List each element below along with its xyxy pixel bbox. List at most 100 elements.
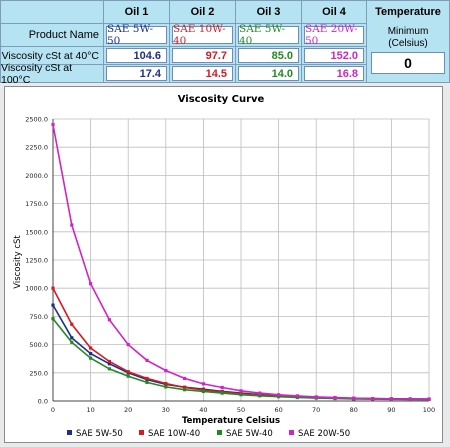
- series-4-point: [126, 343, 130, 347]
- series-4-point: [183, 376, 187, 381]
- series-2-point: [51, 286, 55, 290]
- series-4-point: [89, 282, 93, 286]
- series-4-point: [51, 123, 55, 127]
- oil-4-product-field[interactable]: SAE 20W-50: [304, 23, 364, 47]
- series-2-point: [145, 376, 149, 381]
- y-tick-label: 2250.0: [25, 144, 48, 152]
- oil-3-viscosity-40: 85.0: [238, 48, 299, 63]
- y-tick-label: 1250.0: [25, 257, 48, 265]
- legend-label-1: SAE 5W-50: [76, 429, 123, 439]
- y-tick-label: 0.0: [38, 398, 48, 406]
- legend-label-2: SAE 10W-40: [148, 429, 200, 439]
- viscosity-chart-panel: Viscosity Curve 0 10 20 30 40 50 60 70 80 90 100 0.…: [4, 86, 443, 443]
- series-3-point: [164, 385, 168, 389]
- oil-1-viscosity-40: 104.6: [106, 48, 167, 63]
- series-1-point: [70, 336, 74, 340]
- series-4-point: [201, 382, 205, 386]
- oil-2-product-field[interactable]: SAE 10W-40: [172, 23, 233, 47]
- y-tick-label: 750.0: [29, 313, 48, 321]
- y-tick-label: 2500.0: [25, 116, 48, 124]
- x-tick-label: 100: [423, 406, 435, 414]
- temperature-sub-2: (Celsius): [388, 38, 428, 49]
- oil-properties-table: Oil 1 Oil 2 Oil 3 Oil 4 Product Name SAE…: [0, 0, 450, 86]
- chart-grid: [52, 118, 430, 402]
- series-1-point: [89, 352, 93, 356]
- oil-1-product-field[interactable]: SAE 5W-50: [106, 23, 167, 47]
- x-tick-label: 10: [86, 406, 94, 414]
- series-3-point: [183, 388, 187, 392]
- series-4-point: [314, 395, 318, 399]
- x-tick-label: 50: [237, 406, 245, 414]
- series-4-point: [70, 223, 74, 227]
- series-1-point: [107, 362, 111, 366]
- series-3-point: [258, 394, 262, 398]
- y-axis-label: Viscosity cSt: [13, 235, 23, 289]
- legend-swatch-3: [217, 430, 222, 435]
- oil-4-header: Oil 4: [301, 0, 367, 24]
- y-tick-label: 1000.0: [25, 285, 48, 293]
- series-3-point: [89, 356, 93, 360]
- x-tick-label: 30: [162, 406, 170, 414]
- legend-label-3: SAE 5W-40: [226, 429, 273, 439]
- y-tick-label: 1750.0: [25, 200, 48, 208]
- product-name-label: Product Name: [0, 23, 104, 47]
- oil-4-viscosity-40: 152.0: [304, 48, 364, 63]
- viscosity-40-label: Viscosity cSt at 40°C: [0, 46, 104, 65]
- series-1-point: [51, 303, 55, 307]
- oil-2-viscosity-40: 97.7: [172, 48, 233, 63]
- series-3-point: [239, 393, 243, 397]
- series-2-point: [164, 381, 168, 386]
- series-2-point: [126, 370, 130, 374]
- chart-legend: SAE 5W-50 SAE 10W-40 SAE 5W-40 SAE 20W-50: [67, 429, 350, 439]
- x-tick-label: 60: [274, 406, 282, 414]
- series-2-point: [107, 359, 111, 364]
- oil-3-product-field[interactable]: SAE 5W-40: [238, 23, 299, 47]
- temperature-title: Temperature: [375, 6, 441, 18]
- series-4-point: [107, 318, 111, 322]
- series-4-point: [333, 396, 337, 400]
- legend-swatch-1: [67, 430, 72, 435]
- series-2-point: [89, 346, 93, 350]
- series-3-point: [145, 380, 149, 384]
- series-4-point: [371, 396, 375, 401]
- oil-2-viscosity-100: 14.5: [172, 66, 233, 81]
- x-tick-label: 80: [350, 406, 358, 414]
- x-tick-label: 90: [387, 406, 395, 414]
- minimum-temperature-input[interactable]: 0: [371, 52, 445, 74]
- oil-2-header: Oil 2: [169, 0, 236, 24]
- x-tick-label: 20: [124, 406, 132, 414]
- series-3-point: [51, 317, 55, 321]
- series-3-point: [220, 391, 224, 395]
- series-4-point: [164, 368, 168, 373]
- chart-series: [51, 123, 431, 402]
- x-tick-label: 40: [199, 406, 207, 414]
- series-4-point: [220, 385, 224, 390]
- oil-1-viscosity-100: 17.4: [106, 66, 167, 81]
- y-tick-label: 250.0: [29, 369, 48, 377]
- legend-swatch-4: [289, 430, 294, 435]
- series-4-point: [239, 389, 243, 393]
- chart-axes: 0 10 20 30 40 50 60 70 80 90 1000.0250.0500.0750.0…: [25, 116, 435, 415]
- series-4-point: [427, 397, 431, 401]
- legend-label-4: SAE 20W-50: [298, 429, 350, 439]
- oil-3-header: Oil 3: [235, 0, 302, 24]
- series-4-point: [408, 397, 412, 401]
- series-4-point: [352, 396, 356, 400]
- series-4-point: [389, 397, 393, 401]
- oil-1-header: Oil 1: [103, 0, 170, 24]
- chart-title: Viscosity Curve: [178, 94, 265, 105]
- viscosity-curve-chart: Viscosity Curve 0 10 20 30 40 50 60 70 80 90 1000.…: [13, 94, 435, 439]
- temperature-sub-1: Minimum: [387, 26, 429, 37]
- series-2-point: [183, 385, 187, 390]
- series-4-point: [277, 393, 281, 397]
- x-tick-label: 0: [51, 406, 55, 414]
- series-2-point: [70, 322, 74, 326]
- series-4-point: [295, 394, 299, 398]
- y-tick-label: 500.0: [29, 341, 48, 349]
- viscosity-100-label: Viscosity cSt at 100°C: [0, 62, 104, 86]
- oil-3-viscosity-100: 14.0: [238, 66, 299, 81]
- x-axis-label: Temperature Celsius: [182, 416, 280, 426]
- y-tick-label: 1500.0: [25, 228, 48, 236]
- y-tick-label: 2000.0: [25, 172, 48, 180]
- series-4-point: [145, 358, 149, 362]
